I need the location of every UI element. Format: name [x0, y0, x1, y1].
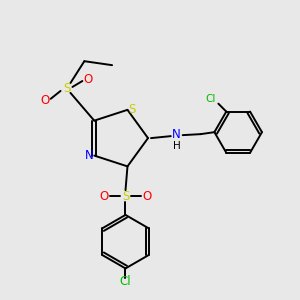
Text: S: S	[63, 82, 70, 95]
Text: Cl: Cl	[205, 94, 216, 104]
Text: O: O	[99, 190, 108, 202]
Text: Cl: Cl	[120, 275, 131, 288]
Text: O: O	[84, 73, 93, 85]
Text: H: H	[173, 141, 181, 151]
Text: S: S	[128, 103, 136, 116]
Text: N: N	[84, 148, 93, 162]
Text: O: O	[143, 190, 152, 202]
Text: O: O	[40, 94, 49, 107]
Text: N: N	[171, 128, 180, 141]
Text: S: S	[122, 190, 129, 202]
